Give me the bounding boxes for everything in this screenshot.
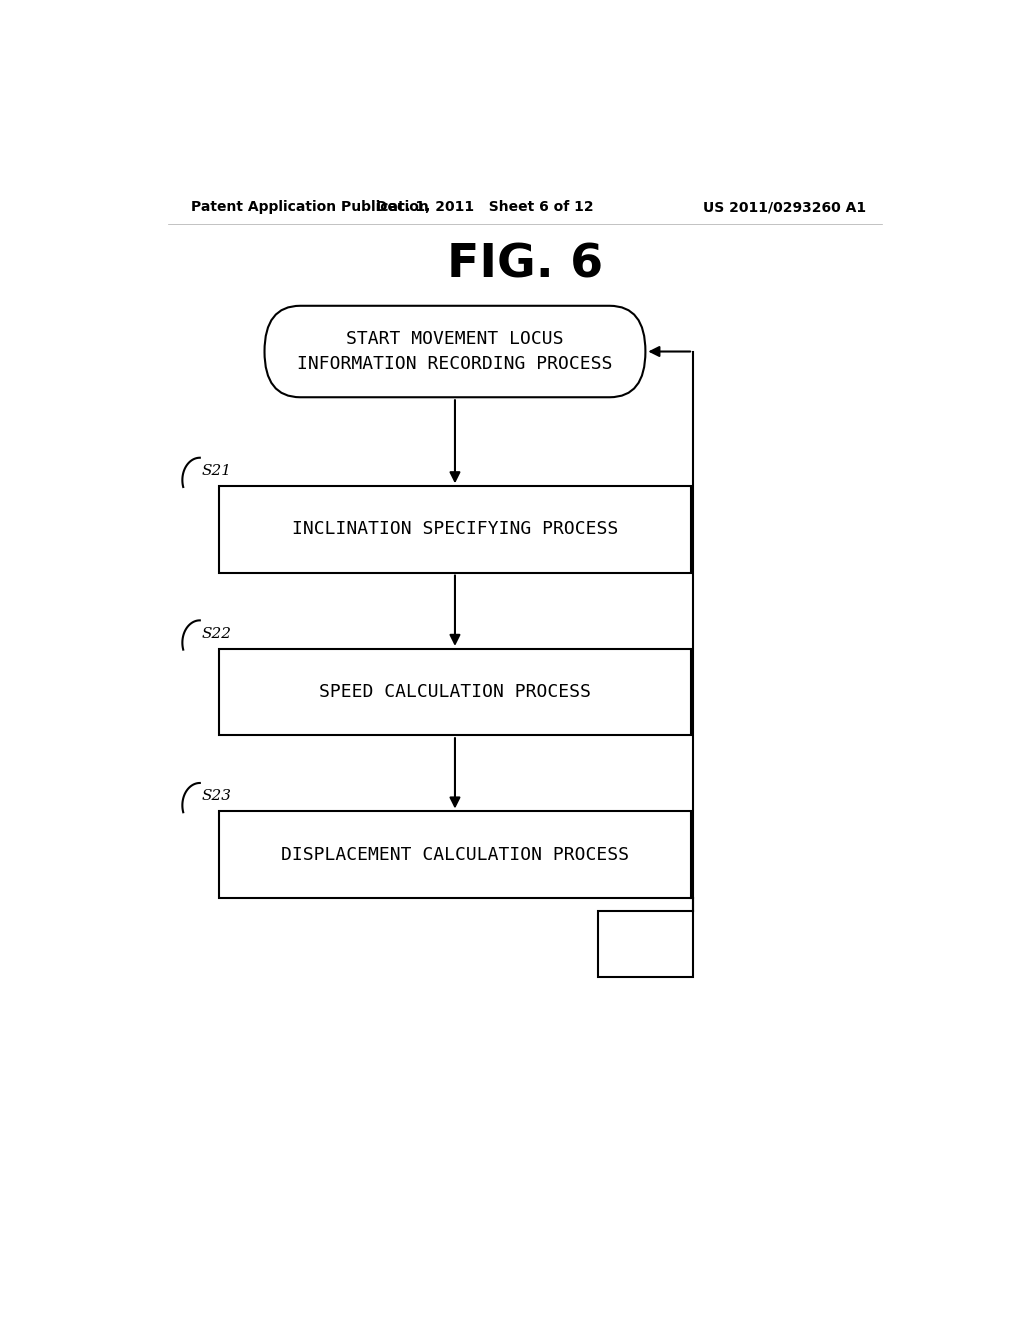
Bar (219, 812, 691, 898)
Text: START MOVEMENT LOCUS
INFORMATION RECORDING PROCESS: START MOVEMENT LOCUS INFORMATION RECORDI… (297, 330, 612, 374)
Bar (219, 649, 691, 735)
Text: Patent Application Publication: Patent Application Publication (191, 201, 429, 214)
Bar (219, 486, 691, 573)
Bar (598, 911, 693, 977)
Text: S22: S22 (202, 627, 231, 640)
Text: S23: S23 (202, 789, 231, 804)
FancyBboxPatch shape (264, 306, 645, 397)
Text: SPEED CALCULATION PROCESS: SPEED CALCULATION PROCESS (319, 682, 591, 701)
Text: Dec. 1, 2011   Sheet 6 of 12: Dec. 1, 2011 Sheet 6 of 12 (376, 201, 594, 214)
Text: INCLINATION SPECIFYING PROCESS: INCLINATION SPECIFYING PROCESS (292, 520, 618, 539)
Text: US 2011/0293260 A1: US 2011/0293260 A1 (702, 201, 866, 214)
Text: S21: S21 (202, 465, 231, 478)
Text: FIG. 6: FIG. 6 (446, 243, 603, 288)
Text: DISPLACEMENT CALCULATION PROCESS: DISPLACEMENT CALCULATION PROCESS (281, 846, 629, 863)
